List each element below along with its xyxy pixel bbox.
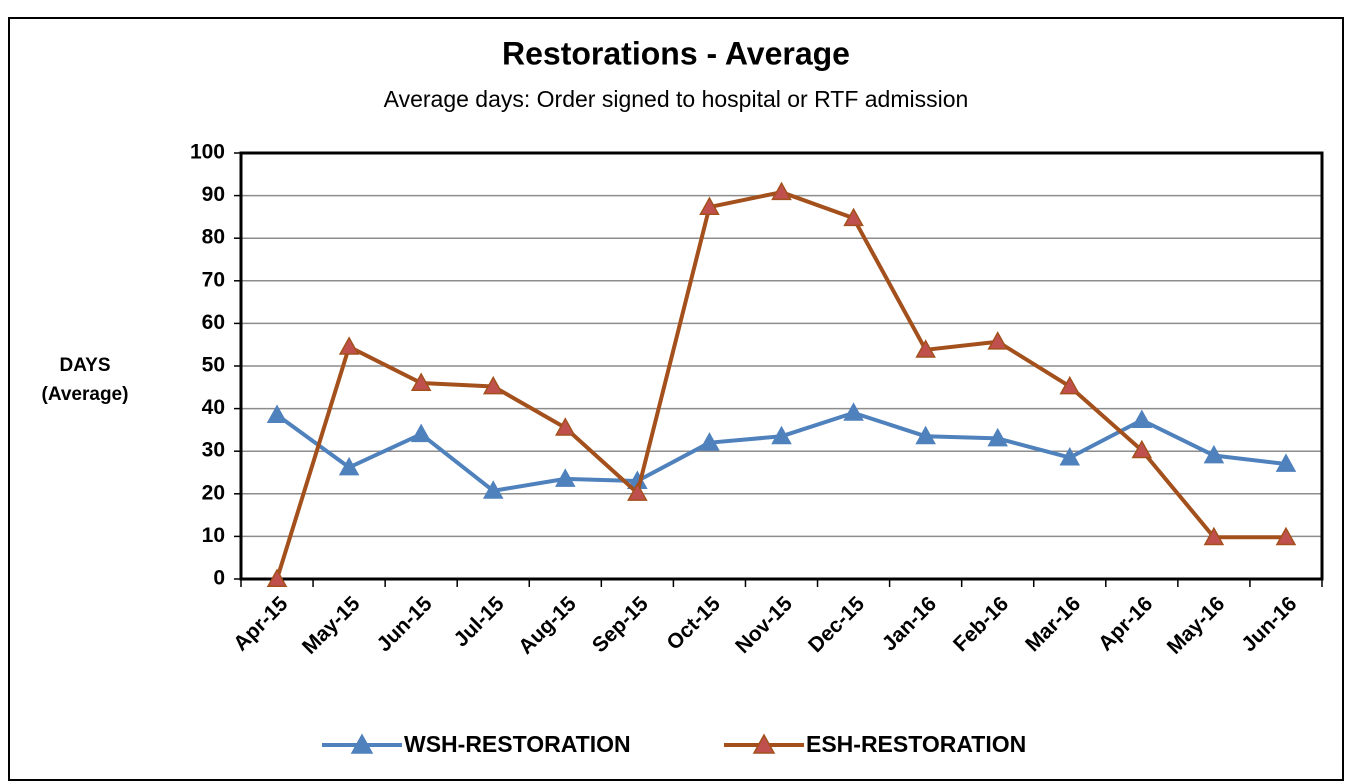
y-tick-label: 20 xyxy=(202,481,225,504)
point-marker xyxy=(410,372,432,391)
point-marker xyxy=(1275,526,1297,546)
point-marker xyxy=(1059,375,1081,395)
legend-marker xyxy=(752,733,776,754)
y-axis-label: (Average) xyxy=(42,384,129,405)
y-tick-label: 100 xyxy=(190,141,225,164)
point-marker xyxy=(987,331,1008,350)
point-marker xyxy=(1131,439,1153,459)
point-marker xyxy=(771,425,792,445)
point-marker xyxy=(1203,526,1225,546)
point-marker xyxy=(266,568,288,587)
point-marker xyxy=(843,402,864,421)
point-marker xyxy=(987,427,1008,447)
point-marker xyxy=(699,432,720,451)
y-tick-label: 10 xyxy=(202,524,225,547)
y-tick-label: 50 xyxy=(202,354,225,377)
y-axis-label: DAYS xyxy=(59,355,110,376)
point-marker xyxy=(338,336,360,355)
point-marker xyxy=(915,425,936,445)
legend-label: ESH-RESTORATION xyxy=(806,731,1026,757)
y-tick-label: 80 xyxy=(202,226,225,249)
point-marker xyxy=(338,456,360,476)
y-tick-label: 0 xyxy=(213,567,225,590)
y-tick-label: 60 xyxy=(202,311,225,334)
point-marker xyxy=(1131,409,1153,429)
point-marker xyxy=(915,339,936,358)
chart-frame xyxy=(8,17,1344,781)
y-tick-label: 30 xyxy=(202,439,225,462)
point-marker xyxy=(627,482,648,501)
point-marker xyxy=(699,196,720,216)
plot-border xyxy=(239,151,1324,581)
point-marker xyxy=(482,375,504,395)
legend-label: WSH-RESTORATION xyxy=(404,731,631,757)
y-tick-label: 40 xyxy=(202,396,225,419)
y-tick-label: 70 xyxy=(202,268,225,291)
point-marker xyxy=(266,404,288,423)
point-marker xyxy=(1275,453,1297,472)
point-marker xyxy=(555,417,576,436)
chart-subtitle: Average days: Order signed to hospital o… xyxy=(384,86,969,112)
y-tick-label: 90 xyxy=(202,183,225,206)
chart-title: Restorations - Average xyxy=(502,35,850,71)
legend-marker xyxy=(350,733,374,754)
point-marker xyxy=(555,468,576,487)
point-marker xyxy=(1203,444,1225,464)
point-marker xyxy=(1059,447,1081,466)
point-marker xyxy=(482,480,504,499)
point-marker xyxy=(410,423,432,443)
point-marker xyxy=(843,207,864,227)
point-marker xyxy=(771,181,792,201)
